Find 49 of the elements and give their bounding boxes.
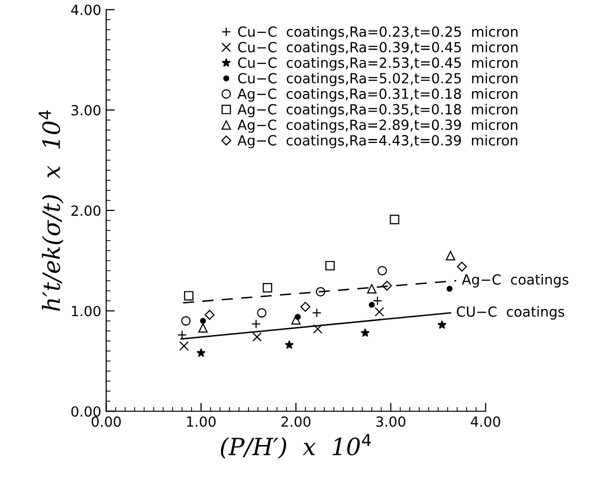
point [316,287,326,296]
legend-label: Cu−C coatings,Ra=0.39,t=0.45 micron [238,42,518,56]
legend-label: Cu−C coatings,Ra=2.53,t=0.45 micron [238,57,518,71]
x-tick-label: 3.00 [376,416,406,427]
point [184,291,194,301]
legend-label: Ag−C coatings,Ra=0.35,t=0.18 micron [237,104,518,118]
point [252,332,262,342]
point [257,308,266,318]
x-tick-label: 2.00 [281,416,310,427]
series-label: Ag−C coatings [462,274,568,288]
y-tick-label: 1.00 [72,306,100,316]
series-label: CU−C coatings [456,306,564,320]
y-tick-label: 4.00 [71,4,100,16]
point [325,260,335,270]
x-tick-label: 4.00 [470,416,500,427]
point [360,328,370,337]
legend-label: Cu−C coatings,Ra=0.23,t=0.25 micron [238,26,518,40]
point [198,323,208,333]
point [378,266,387,276]
point [456,262,467,272]
point [446,286,453,292]
point [300,302,310,312]
y-tick-label: 2.00 [71,205,100,216]
point [196,348,206,357]
point [204,310,215,320]
point [437,320,446,329]
point [446,250,456,260]
y-tick-label: 3.00 [72,104,100,116]
point [374,307,384,317]
x-axis-title: (P/H′) x 10$^{4}$ [220,434,371,459]
point [390,214,400,224]
point [313,324,322,334]
point [181,316,191,326]
point [200,318,206,324]
y-tick-label: 0.00 [71,406,100,417]
legend-label: Cu−C coatings,Ra=5.02,t=0.25 micron [238,72,518,86]
x-tick-label: 1.00 [187,416,216,427]
point [262,283,272,292]
y-axis-title: h′t/ek(σ/t) x 10$^{4}$ [38,110,64,311]
legend-label: Ag−C coatings,Ra=0.31,t=0.18 micron [237,88,518,102]
point [368,302,375,308]
legend-label: Ag−C coatings,Ra=2.89,t=0.39 micron [237,119,518,133]
point [382,280,392,291]
point [291,315,301,325]
legend-label: Ag−C coatings,Ra=4.43,t=0.39 micron [237,134,518,148]
point [367,284,377,294]
point [179,341,189,351]
point [284,340,294,349]
x-tick-label: 0.00 [92,416,121,427]
